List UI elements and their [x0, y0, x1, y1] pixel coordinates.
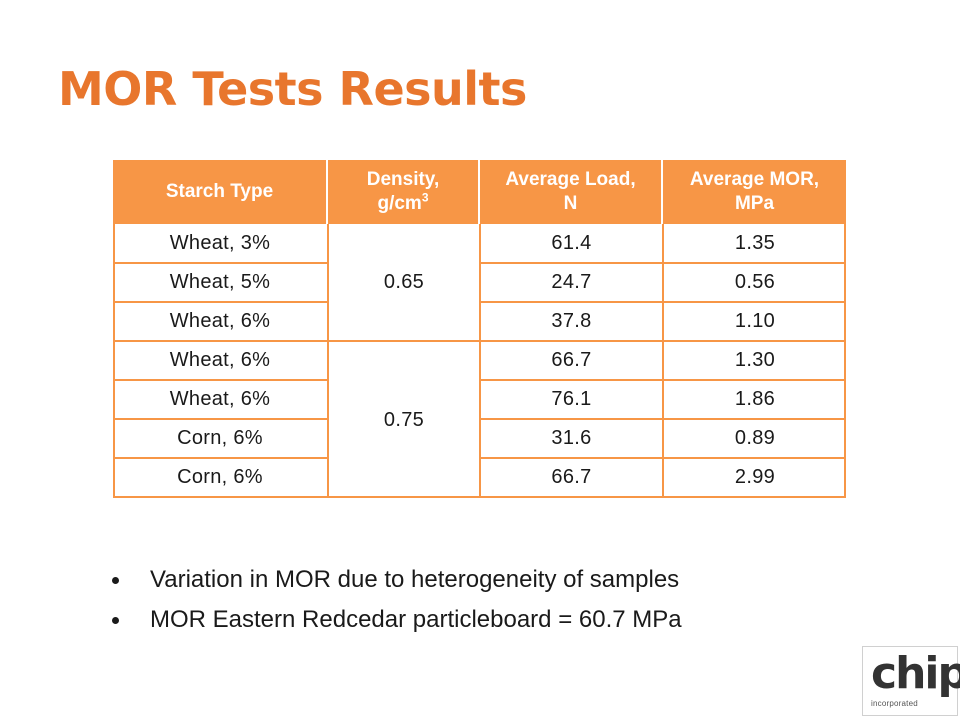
average-load-cell: 37.8 — [551, 310, 592, 332]
average-load-cell: 76.1 — [551, 388, 592, 410]
column-divider — [662, 224, 664, 498]
bullet-dot-icon — [112, 617, 119, 624]
column-divider — [479, 224, 481, 498]
average-load-cell: 31.6 — [551, 427, 592, 449]
starch-type-cell: Corn, 6% — [177, 427, 263, 449]
bullet-dot-icon — [112, 577, 119, 584]
row-divider — [480, 418, 846, 420]
starch-type-cell: Wheat, 5% — [169, 271, 271, 293]
average-mor-cell: 1.30 — [734, 349, 776, 371]
average-mor-cell: 1.35 — [734, 231, 776, 254]
average-load-cell: 66.7 — [551, 466, 592, 488]
row-divider — [480, 457, 846, 459]
average-load-cell: 66.7 — [551, 349, 592, 371]
starch-type-cell: Wheat, 6% — [169, 349, 271, 371]
starch-type-cell: Corn, 6% — [177, 466, 263, 488]
average-mor-cell: 1.86 — [734, 388, 776, 410]
header-average-load: Average Load, N — [480, 160, 663, 224]
average-mor-cell: 0.89 — [734, 427, 776, 449]
logo-subtext: incorporated — [871, 699, 918, 708]
average-mor-cell: 0.56 — [734, 271, 776, 293]
average-load-cell: 61.4 — [551, 231, 592, 254]
row-divider — [113, 340, 846, 342]
chip-logo: chip incorporated — [862, 646, 960, 716]
bullet-item: MOR Eastern Redcedar particleboard = 60.… — [112, 600, 682, 640]
row-divider — [480, 262, 846, 264]
header-starch-type: Starch Type — [113, 160, 328, 224]
row-divider — [113, 262, 328, 264]
density-cell: 0.75 — [383, 408, 425, 431]
header-average-mor: Average MOR, MPa — [689, 169, 820, 214]
row-divider — [113, 301, 328, 303]
row-divider — [113, 457, 328, 459]
header-density: Density, g/cm3 — [328, 160, 480, 224]
row-divider — [480, 301, 846, 303]
bullet-list: Variation in MOR due to heterogeneity of… — [112, 560, 682, 640]
density-cell: 0.65 — [383, 270, 425, 293]
row-divider — [113, 379, 328, 381]
average-mor-cell: 2.99 — [734, 466, 776, 488]
starch-type-cell: Wheat, 3% — [169, 231, 271, 254]
logo-wordmark: chip — [871, 648, 960, 699]
starch-type-cell: Wheat, 6% — [169, 310, 271, 332]
column-divider — [327, 224, 329, 498]
row-divider — [113, 418, 328, 420]
average-mor-cell: 1.10 — [734, 310, 776, 332]
bullet-item: Variation in MOR due to heterogeneity of… — [112, 560, 682, 600]
row-divider — [480, 379, 846, 381]
starch-type-cell: Wheat, 6% — [169, 388, 271, 410]
slide-title: MOR Tests Results — [58, 62, 527, 116]
average-load-cell: 24.7 — [551, 271, 592, 293]
table-header-row: Starch Type Density, g/cm3 Average Load,… — [113, 160, 846, 224]
